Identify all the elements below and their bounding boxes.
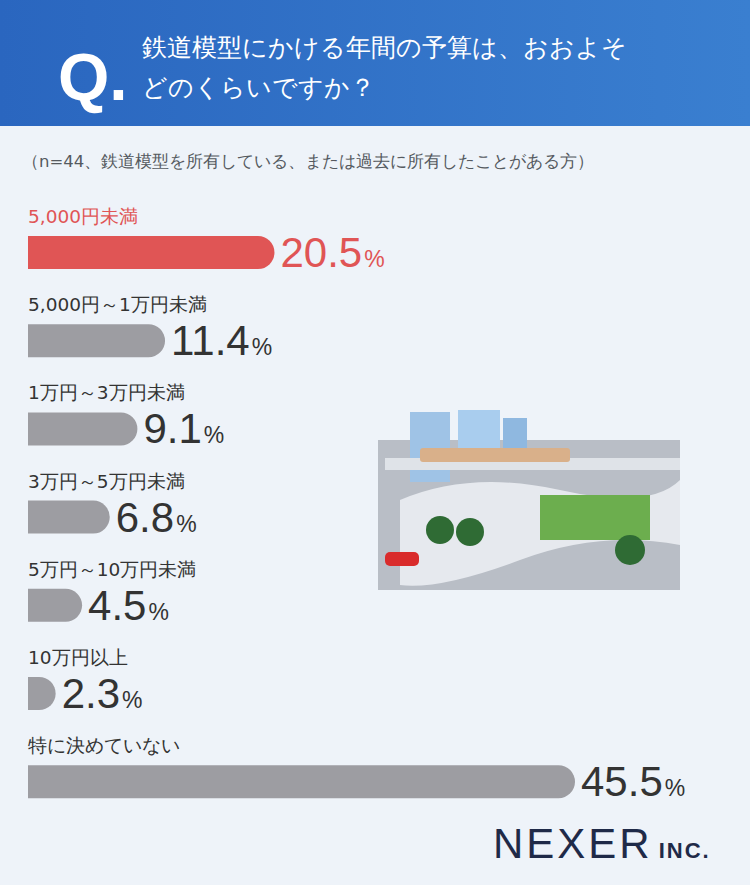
value-number: 6.8 <box>116 494 174 541</box>
value-unit: % <box>252 334 272 360</box>
tree <box>615 535 645 565</box>
value-label: 2.3% <box>62 670 143 717</box>
tree <box>426 516 454 544</box>
value-label: 45.5% <box>581 758 685 805</box>
value-number: 45.5 <box>581 758 663 805</box>
train <box>420 448 570 462</box>
value-label: 9.1% <box>143 405 224 452</box>
value-label: 20.5% <box>280 229 384 276</box>
labels: 5,000円未満 20.5% 5,000円～1万円未満11.4% 1万円～3万円未満9… <box>28 206 685 805</box>
bar <box>28 677 56 710</box>
bar <box>28 412 137 445</box>
category-label: 5,000円未満 <box>28 206 138 227</box>
building <box>410 412 450 482</box>
car <box>385 552 419 566</box>
title-line: どのくらいですか？ <box>142 73 375 102</box>
tree <box>456 518 484 546</box>
lawn <box>540 495 650 540</box>
bar <box>28 236 274 269</box>
category-label: 特に決めていない <box>28 735 180 756</box>
logo-sub: INC. <box>659 838 711 863</box>
logo: NEXERINC. <box>493 820 711 867</box>
subtitle: （n=44、鉄道模型を所有している、または過去に所有したことがある方） <box>22 152 594 171</box>
value-unit: % <box>148 599 168 625</box>
road <box>400 480 680 586</box>
value-unit: % <box>665 775 685 801</box>
value-number: 2.3 <box>62 670 120 717</box>
bar <box>28 324 165 357</box>
bars <box>28 236 575 798</box>
ground <box>378 440 680 590</box>
background <box>0 0 750 885</box>
chart-root: Q.鉄道模型にかける年間の予算は、おおよそどのくらいですか？（n=44、鉄道模型… <box>0 0 750 885</box>
value-unit: % <box>364 246 384 272</box>
question-label: Q. <box>58 40 128 114</box>
category-label: 10万円以上 <box>28 647 128 668</box>
category-label: 5万円～10万円未満 <box>28 559 196 580</box>
value-label: 4.5% <box>88 582 169 629</box>
category-label: 3万円～5万円未満 <box>28 471 185 492</box>
title: 鉄道模型にかける年間の予算は、おおよそどのくらいですか？ <box>142 33 627 102</box>
value-number: 4.5 <box>88 582 146 629</box>
value-number: 20.5 <box>280 229 362 276</box>
value-unit: % <box>122 687 142 713</box>
value-number: 9.1 <box>143 405 201 452</box>
value-number: 11.4 <box>171 317 250 364</box>
bar <box>28 765 575 798</box>
header-band <box>0 0 750 126</box>
value-unit: % <box>176 511 196 537</box>
bar <box>28 589 82 622</box>
value-label: 6.8% <box>116 494 197 541</box>
value-label: 11.4% <box>171 317 272 364</box>
category-label: 5,000円～1万円未満 <box>28 294 207 315</box>
category-label: 1万円～3万円未満 <box>28 382 185 403</box>
value-unit: % <box>204 422 224 448</box>
illustration <box>378 410 680 590</box>
bar <box>28 501 110 534</box>
logo-main: NEXER <box>493 820 653 867</box>
title-line: 鉄道模型にかける年間の予算は、おおよそ <box>142 33 627 62</box>
